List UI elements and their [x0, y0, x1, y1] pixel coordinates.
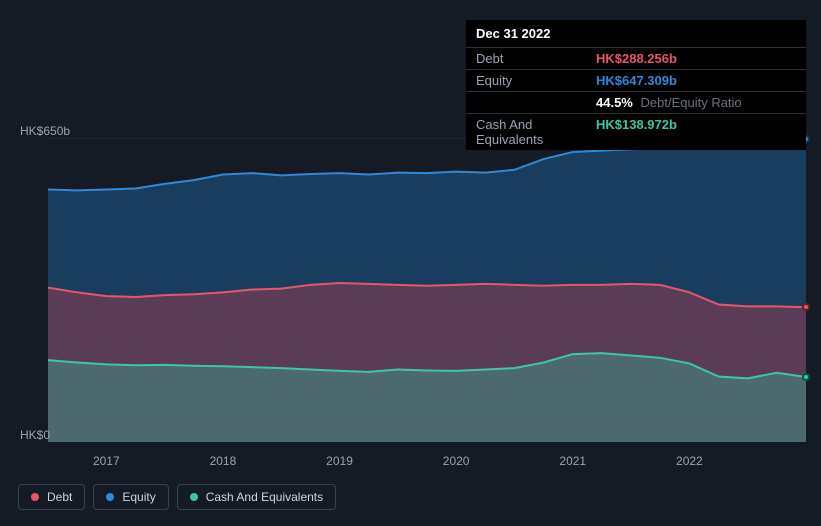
chart-tooltip: Dec 31 2022 Debt HK$288.256b Equity HK$6…	[466, 20, 806, 150]
x-axis-label: 2021	[559, 454, 586, 468]
tooltip-date: Dec 31 2022	[466, 20, 806, 48]
chart-plot	[48, 138, 806, 442]
tooltip-value: HK$288.256b	[596, 51, 677, 66]
tooltip-row-cash: Cash And Equivalents HK$138.972b	[466, 114, 806, 150]
area-chart[interactable]: HK$650bHK$0201720182019202020212022	[18, 120, 806, 450]
x-axis-label: 2018	[210, 454, 237, 468]
legend-item-cash[interactable]: Cash And Equivalents	[177, 484, 336, 510]
series-end-marker	[802, 373, 810, 381]
legend-label: Equity	[122, 490, 155, 504]
legend-label: Cash And Equivalents	[206, 490, 323, 504]
tooltip-label	[476, 95, 596, 110]
tooltip-row-equity: Equity HK$647.309b	[466, 70, 806, 92]
dot-icon	[31, 493, 39, 501]
chart-legend: Debt Equity Cash And Equivalents	[18, 484, 336, 510]
tooltip-label: Equity	[476, 73, 596, 88]
tooltip-label: Debt	[476, 51, 596, 66]
tooltip-value: HK$647.309b	[596, 73, 677, 88]
y-axis-label: HK$650b	[20, 124, 70, 138]
x-axis-label: 2019	[326, 454, 353, 468]
tooltip-row-ratio: 44.5% Debt/Equity Ratio	[466, 92, 806, 114]
tooltip-value: HK$138.972b	[596, 117, 677, 147]
dot-icon	[190, 493, 198, 501]
legend-item-equity[interactable]: Equity	[93, 484, 168, 510]
tooltip-row-debt: Debt HK$288.256b	[466, 48, 806, 70]
legend-label: Debt	[47, 490, 72, 504]
series-end-marker	[802, 303, 810, 311]
tooltip-value: 44.5%	[596, 95, 633, 110]
legend-item-debt[interactable]: Debt	[18, 484, 85, 510]
x-axis-label: 2017	[93, 454, 120, 468]
tooltip-sublabel: Debt/Equity Ratio	[641, 95, 742, 110]
x-axis-label: 2020	[443, 454, 470, 468]
tooltip-label: Cash And Equivalents	[476, 117, 596, 147]
x-axis-label: 2022	[676, 454, 703, 468]
y-axis-label: HK$0	[20, 428, 50, 442]
dot-icon	[106, 493, 114, 501]
